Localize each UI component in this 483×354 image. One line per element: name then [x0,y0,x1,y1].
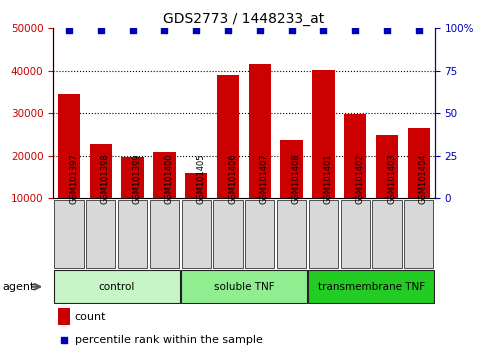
Bar [217,75,239,241]
Text: GSM101398: GSM101398 [101,153,110,204]
FancyBboxPatch shape [86,200,115,268]
Bar [58,308,70,325]
Text: transmembrane TNF: transmembrane TNF [317,282,425,292]
Point [415,27,423,33]
Text: soluble TNF: soluble TNF [213,282,274,292]
FancyBboxPatch shape [54,270,180,303]
Bar [313,70,335,241]
Bar [185,173,207,241]
FancyBboxPatch shape [341,200,370,268]
Text: GSM101403: GSM101403 [387,153,396,204]
Text: GSM101401: GSM101401 [324,153,332,204]
Bar [153,152,175,241]
Bar [122,156,144,241]
Point [224,27,232,33]
Bar [408,128,430,241]
Point [320,27,327,33]
FancyBboxPatch shape [404,200,433,268]
Text: GSM101404: GSM101404 [419,153,428,204]
Text: agent: agent [2,282,35,292]
Text: GSM101400: GSM101400 [164,153,173,204]
Text: GSM101407: GSM101407 [260,153,269,204]
Title: GDS2773 / 1448233_at: GDS2773 / 1448233_at [163,12,325,26]
FancyBboxPatch shape [118,200,147,268]
FancyBboxPatch shape [150,200,179,268]
Bar [58,94,80,241]
Text: control: control [99,282,135,292]
Text: GSM101399: GSM101399 [133,153,142,204]
FancyBboxPatch shape [245,200,274,268]
FancyBboxPatch shape [308,270,434,303]
Text: count: count [75,312,106,322]
Point [288,27,296,33]
FancyBboxPatch shape [277,200,306,268]
Point [129,27,137,33]
Point [97,27,105,33]
FancyBboxPatch shape [213,200,242,268]
Bar [376,135,398,241]
Text: GSM101402: GSM101402 [355,153,364,204]
FancyBboxPatch shape [55,200,84,268]
Bar [90,144,112,241]
Point [160,27,168,33]
FancyBboxPatch shape [182,200,211,268]
Text: GSM101405: GSM101405 [196,153,205,204]
Point [60,337,68,343]
Bar [281,139,303,241]
Text: GSM101397: GSM101397 [69,153,78,204]
Point [192,27,200,33]
FancyBboxPatch shape [181,270,307,303]
Point [65,27,73,33]
FancyBboxPatch shape [309,200,338,268]
Point [383,27,391,33]
Bar [249,64,271,241]
Point [256,27,264,33]
Text: GSM101408: GSM101408 [292,153,300,204]
FancyBboxPatch shape [372,200,402,268]
Bar [344,114,366,241]
Text: GSM101406: GSM101406 [228,153,237,204]
Point [351,27,359,33]
Text: percentile rank within the sample: percentile rank within the sample [75,335,263,346]
